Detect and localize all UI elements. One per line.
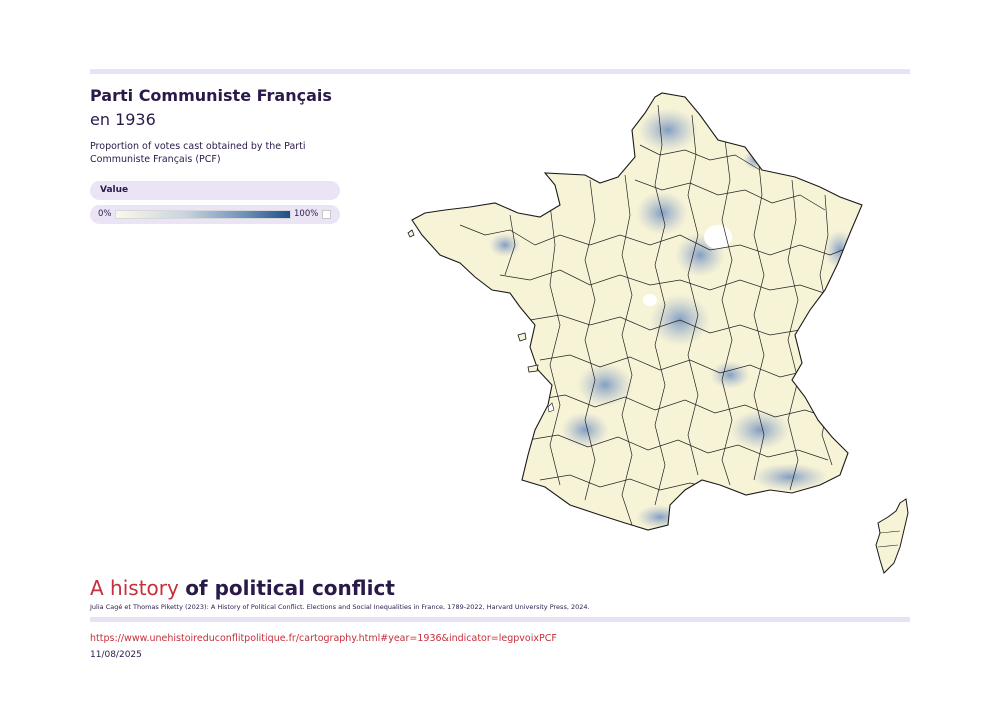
shade-lot-et-garonne — [561, 412, 609, 448]
dept-border-col-c — [584, 179, 596, 501]
brand-wordmark: A history of political conflict — [90, 576, 395, 600]
dept-border-col-d — [621, 174, 633, 526]
dept-border-row-2 — [499, 269, 831, 296]
shade-gard-vaucluse — [730, 410, 790, 450]
legend-max-label: 100% — [294, 209, 319, 219]
legend-header-label: Value — [100, 185, 129, 195]
no-data-patch-marne — [704, 225, 732, 249]
dept-border-col-a — [504, 214, 516, 276]
dept-border-row-5 — [534, 394, 836, 421]
island-oleron — [527, 364, 539, 373]
no-data-patch-centre — [643, 294, 657, 306]
shade-limousin — [577, 363, 633, 407]
legend-header: Value — [90, 181, 340, 200]
dept-border-col-b — [549, 204, 561, 486]
indicator-description: Proportion of votes cast obtained by the… — [90, 141, 306, 165]
france-choropleth-map[interactable] — [400, 85, 920, 585]
shade-provence-coast — [752, 463, 828, 491]
dept-border-row-6 — [527, 434, 829, 461]
dept-border-col-g — [721, 139, 733, 486]
dept-border-row-picardie — [634, 179, 826, 211]
island-noirmoutier — [517, 332, 527, 342]
legend-no-data-swatch — [322, 210, 331, 219]
dept-border-col-i — [787, 179, 799, 491]
corsica — [875, 498, 909, 574]
brand-wordmark-light: A history — [90, 576, 179, 600]
shade-nord — [638, 108, 698, 152]
shade-brittany — [489, 233, 521, 257]
top-divider — [90, 69, 910, 74]
source-citation: Julia Cagé et Thomas Piketty (2023): A H… — [90, 603, 590, 611]
shade-alsace — [824, 230, 856, 270]
bottom-divider — [90, 617, 910, 622]
export-date: 11/08/2025 — [90, 650, 142, 660]
source-url-link[interactable]: https://www.unehistoireduconflitpolitiqu… — [90, 633, 557, 644]
dept-border-col-f — [687, 114, 699, 476]
legend-color-scale: 0% 100% — [90, 205, 340, 224]
department-borders — [459, 104, 856, 526]
dept-border-row-7 — [539, 474, 721, 491]
no-data-patch-bordeaux — [547, 402, 555, 413]
map-title: Parti Communiste Français — [90, 86, 332, 105]
dept-border-col-h — [753, 154, 765, 481]
legend-gradient-bar — [115, 210, 291, 219]
dept-border-col-e — [654, 104, 666, 506]
dept-border-row-3 — [529, 314, 801, 336]
shade-loire — [710, 361, 750, 389]
dept-border-row-north — [639, 144, 761, 171]
island-ouessant — [407, 229, 415, 238]
corsica-dept-border — [877, 530, 901, 548]
shade-pyrenees-orientales — [636, 505, 684, 529]
brand-wordmark-bold: of political conflict — [185, 576, 395, 600]
map-subtitle: en 1936 — [90, 110, 156, 129]
legend-min-label: 0% — [98, 209, 112, 219]
dept-border-row-4 — [539, 354, 811, 378]
